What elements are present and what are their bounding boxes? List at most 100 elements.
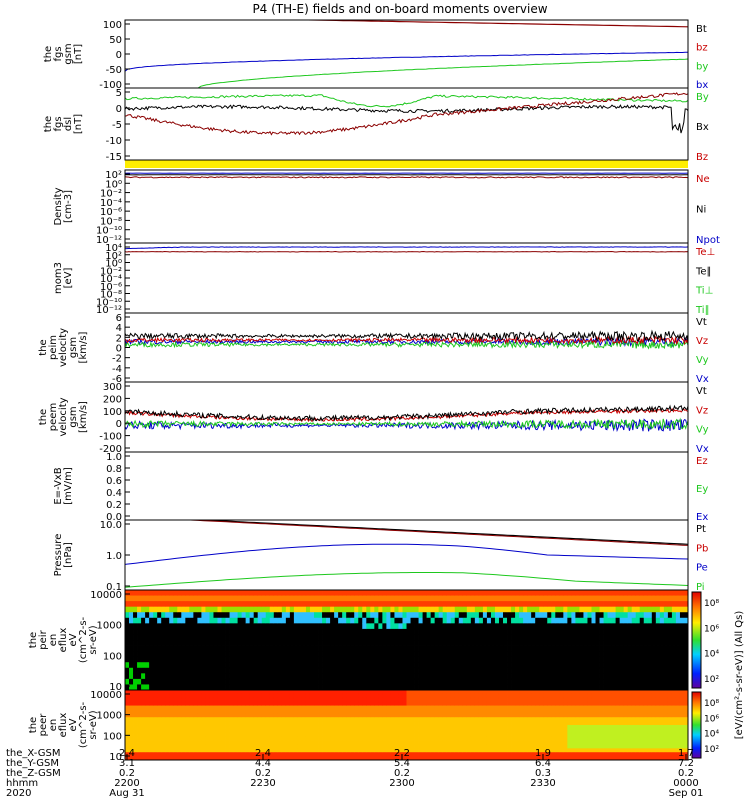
heatmap-cell — [515, 595, 520, 602]
heatmap-cell — [523, 748, 528, 753]
heatmap-cell — [177, 628, 182, 635]
heatmap-cell — [418, 628, 423, 635]
heatmap-cell — [402, 662, 407, 669]
heatmap-cell — [579, 651, 584, 658]
heatmap-cell — [515, 601, 520, 608]
heatmap-cell — [181, 684, 186, 690]
heatmap-cell — [575, 744, 580, 749]
heatmap-cell — [173, 690, 178, 695]
heatmap-cell — [611, 656, 617, 663]
heatmap-cell — [305, 748, 311, 753]
heatmap-cell — [454, 651, 460, 658]
heatmap-cell — [446, 713, 452, 718]
heatmap-cell — [289, 709, 295, 714]
heatmap-cell — [511, 601, 516, 608]
heatmap-cell — [555, 752, 560, 757]
heatmap-cell — [249, 693, 255, 699]
heatmap-cell — [141, 628, 146, 635]
heatmap-cell — [466, 701, 472, 706]
heatmap-cell — [374, 721, 379, 726]
heatmap-cell — [197, 667, 202, 674]
heatmap-cell — [273, 651, 279, 658]
heatmap-cell — [507, 725, 512, 730]
heatmap-cell — [434, 595, 440, 602]
heatmap-cell — [309, 725, 315, 730]
heatmap-cell — [494, 606, 500, 613]
heatmap-cell — [334, 678, 339, 685]
heatmap-cell — [149, 662, 154, 669]
heatmap-cell — [149, 701, 154, 706]
heatmap-cell — [555, 623, 560, 630]
heatmap-cell — [470, 662, 476, 669]
heatmap-cell — [197, 601, 202, 608]
heatmap-cell — [322, 690, 327, 695]
heatmap-cell — [322, 709, 327, 714]
heatmap-cell — [679, 656, 685, 663]
heatmap-cell — [551, 651, 556, 658]
heatmap-cell — [253, 721, 259, 726]
heatmap-cell — [382, 628, 387, 635]
heatmap-cell — [422, 645, 428, 652]
heatmap-cell — [571, 690, 576, 695]
heatmap-cell — [647, 667, 653, 674]
heatmap-cell — [173, 662, 178, 669]
heatmap-cell — [430, 634, 436, 641]
heatmap-cell — [599, 590, 604, 596]
heatmap-cell — [482, 651, 488, 658]
heatmap-cell — [350, 728, 355, 734]
heatmap-cell — [555, 701, 560, 706]
heatmap-cell — [671, 656, 677, 663]
heatmap-cell — [619, 612, 625, 619]
heatmap-cell — [390, 748, 395, 753]
heatmap-cell — [563, 752, 568, 757]
heatmap-cell — [197, 651, 202, 658]
heatmap-cell — [338, 684, 343, 690]
heatmap-cell — [671, 684, 677, 690]
heatmap-cell — [145, 640, 150, 646]
heatmap-cell — [145, 725, 150, 730]
heatmap-cell — [438, 634, 444, 641]
heatmap-cell — [185, 623, 190, 630]
heatmap-cell — [519, 728, 524, 734]
heatmap-cell — [418, 709, 423, 714]
heatmap-cell — [362, 728, 367, 734]
heatmap-cell — [237, 690, 243, 695]
heatmap-cell — [165, 662, 170, 669]
heatmap-cell — [671, 662, 677, 669]
heatmap-cell — [233, 693, 238, 699]
heatmap-cell — [165, 690, 170, 695]
heatmap-cell — [229, 634, 234, 641]
heatmap-cell — [531, 645, 536, 652]
heatmap-cell — [185, 713, 190, 718]
heatmap-cell — [466, 684, 472, 690]
heatmap-cell — [293, 744, 299, 749]
heatmap-cell — [273, 645, 279, 652]
heatmap-cell — [165, 709, 170, 714]
heatmap-cell — [515, 667, 520, 674]
heatmap-cell — [378, 656, 383, 663]
heatmap-cell — [567, 752, 572, 757]
heatmap-cell — [201, 673, 206, 680]
heatmap-cell — [318, 705, 323, 710]
heatmap-cell — [354, 717, 359, 722]
heatmap-cell — [519, 590, 524, 596]
heatmap-cell — [679, 595, 685, 602]
heatmap-cell — [406, 623, 411, 630]
heatmap-cell — [394, 701, 399, 706]
heatmap-cell — [430, 705, 436, 710]
heatmap-cell — [217, 651, 222, 658]
heatmap-cell — [330, 725, 335, 730]
heatmap-cell — [354, 693, 359, 699]
heatmap-cell — [326, 612, 331, 619]
heatmap-cell — [639, 595, 645, 602]
heatmap-cell — [426, 740, 432, 745]
heatmap-cell — [289, 748, 295, 753]
y-tick-label: 10² — [105, 170, 122, 181]
heatmap-cell — [398, 740, 403, 745]
heatmap-cell — [318, 595, 323, 602]
heatmap-cell — [277, 651, 283, 658]
heatmap-cell — [442, 697, 448, 703]
heatmap-cell — [201, 732, 206, 738]
heatmap-cell — [450, 678, 456, 685]
heatmap-cell — [257, 732, 263, 738]
